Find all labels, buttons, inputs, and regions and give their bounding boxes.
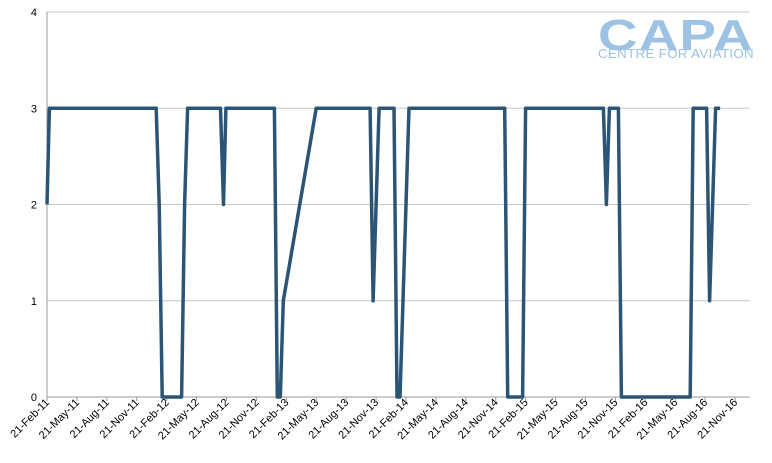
axes xyxy=(46,12,750,401)
y-tick-labels: 0 1 2 3 4 xyxy=(31,7,37,404)
y-tick-label: 2 xyxy=(31,200,37,212)
y-tick-label: 1 xyxy=(31,296,37,308)
x-tick-labels: 21-Feb-1121-May-1121-Aug-1121-Nov-1121-F… xyxy=(8,397,740,443)
capa-logo: CAPA CENTRE FOR AVIATION xyxy=(598,11,754,61)
y-tick-label: 4 xyxy=(31,7,37,19)
logo-sub-text: CENTRE FOR AVIATION xyxy=(598,47,754,61)
y-tick-label: 0 xyxy=(31,392,37,404)
series-line xyxy=(45,106,721,399)
series-layer xyxy=(45,106,721,399)
logo-main-text: CAPA xyxy=(598,11,754,60)
y-tick-label: 3 xyxy=(31,103,37,115)
gridlines xyxy=(47,11,750,302)
